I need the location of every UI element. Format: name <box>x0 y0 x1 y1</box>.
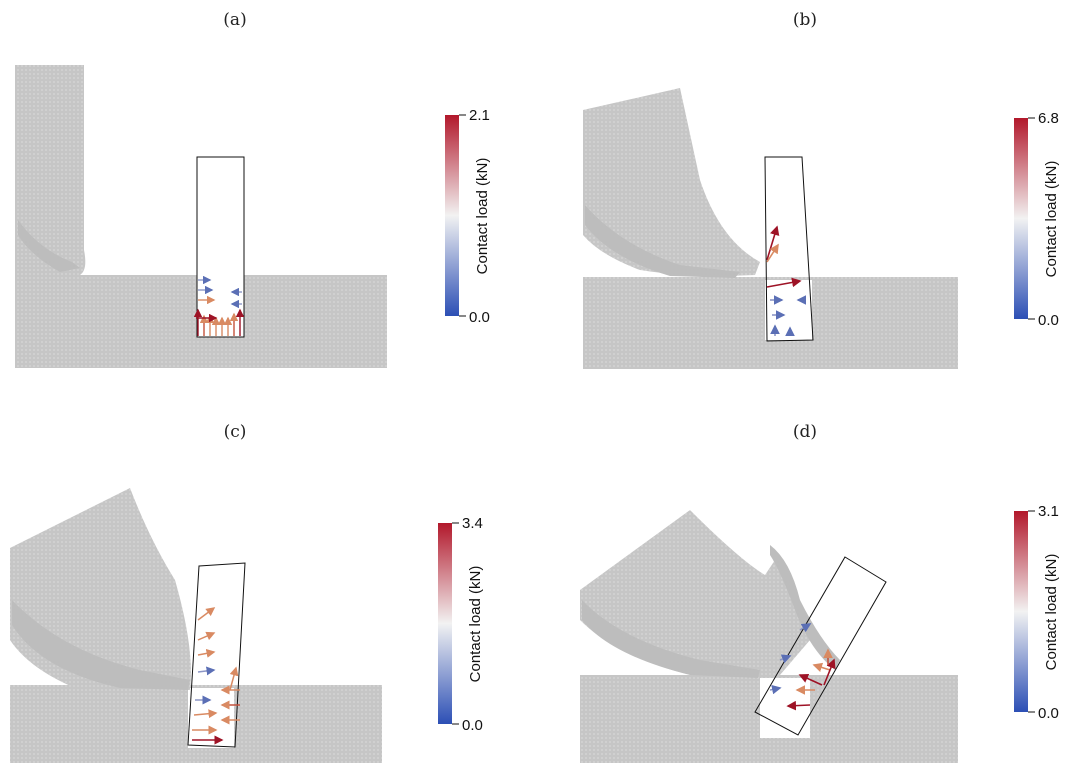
panel-a-contact-arrows <box>193 275 245 336</box>
panel-label-c: (c) <box>223 422 247 442</box>
colorbar-d-title: Contact load (kN) <box>1043 554 1060 671</box>
colorbar-d-gradient <box>1014 511 1028 712</box>
panel-c-simulation <box>10 488 382 763</box>
colorbar-c-min: 0.0 <box>462 717 483 734</box>
panel-c-workpiece-left <box>10 690 200 763</box>
colorbar-c-max: 3.4 <box>462 515 483 532</box>
panel-label-d: (d) <box>792 422 818 442</box>
colorbar-b-title: Contact load (kN) <box>1043 161 1060 278</box>
colorbar-b-min: 0.0 <box>1038 312 1059 329</box>
panel-d-chip <box>580 510 810 677</box>
panel-a-chip-curl <box>18 220 80 272</box>
panel-c-chip-segments <box>12 600 190 690</box>
panel-d-simulation <box>580 510 958 763</box>
panel-c-contact-arrows <box>192 607 240 745</box>
panel-b-tool <box>764 156 814 342</box>
colorbar-a-gradient <box>445 115 459 316</box>
panel-d-chip-curl <box>770 545 840 670</box>
panel-d-contact-arrows <box>769 623 836 711</box>
colorbar-b-gradient <box>1014 118 1028 319</box>
panel-b-chip <box>583 88 760 276</box>
panel-b-colorbar: 6.8 0.0 Contact load (kN) <box>1014 110 1060 329</box>
panel-d-colorbar: 3.1 0.0 Contact load (kN) <box>1014 503 1060 722</box>
panel-b-chip-segments <box>585 205 740 278</box>
panel-b-simulation <box>583 88 958 369</box>
colorbar-a-min: 0.0 <box>469 309 490 326</box>
colorbar-a-max: 2.1 <box>469 107 490 124</box>
panel-a-colorbar: 2.1 0.0 Contact load (kN) <box>445 107 491 326</box>
colorbar-d-max: 3.1 <box>1038 503 1059 520</box>
colorbar-c-title: Contact load (kN) <box>467 566 484 683</box>
panel-d-chip-segments <box>582 600 760 678</box>
colorbar-a-title: Contact load (kN) <box>474 158 491 275</box>
panel-label-a: (a) <box>223 10 247 30</box>
panel-a-tool <box>196 156 245 338</box>
colorbar-c-gradient <box>438 523 452 724</box>
panel-c-tool <box>187 562 246 748</box>
colorbar-d-min: 0.0 <box>1038 705 1059 722</box>
panel-c-colorbar: 3.4 0.0 Contact load (kN) <box>438 515 484 734</box>
colorbar-b-max: 6.8 <box>1038 110 1059 127</box>
panel-b-contact-arrows <box>766 225 806 336</box>
panel-a-chip <box>15 65 86 275</box>
panel-a-simulation <box>15 65 387 368</box>
panel-label-b: (b) <box>792 10 818 30</box>
